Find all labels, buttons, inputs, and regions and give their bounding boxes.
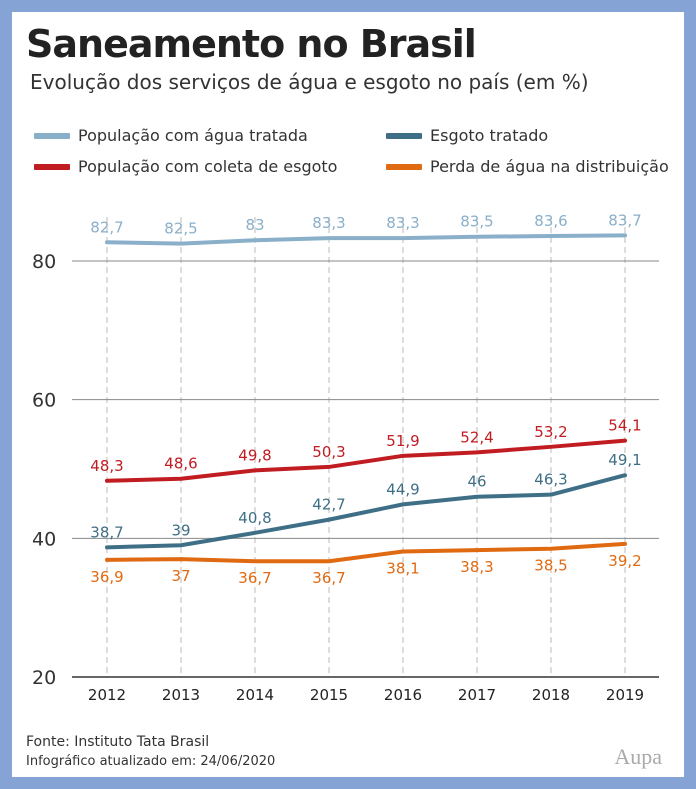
page-title: Saneamento no Brasil [26, 22, 477, 66]
legend-swatch-agua-tratada [34, 132, 70, 139]
data-label: 40,8 [238, 509, 271, 527]
data-label: 83,6 [534, 212, 567, 230]
legend-label-agua-tratada: População com água tratada [78, 126, 308, 145]
legend-swatch-esgoto-tratado [386, 132, 422, 139]
data-label: 39 [171, 521, 190, 539]
y-tick-label: 60 [32, 390, 56, 412]
y-tick-label: 20 [32, 667, 56, 689]
x-tick-label: 2016 [384, 686, 422, 704]
legend-item-agua-tratada: População com água tratada [34, 126, 308, 145]
data-label: 46 [467, 473, 486, 491]
data-label: 83,3 [386, 214, 419, 232]
page-subtitle: Evolução dos serviços de água e esgoto n… [30, 70, 589, 94]
data-label: 83,7 [608, 211, 641, 229]
legend-label-perda-agua: Perda de água na distribuição [430, 157, 669, 176]
series-line [105, 473, 627, 550]
data-label: 83 [245, 216, 264, 234]
data-label: 38,1 [386, 560, 419, 578]
data-label: 48,6 [164, 455, 197, 473]
x-tick-label: 2013 [162, 686, 200, 704]
legend-item-coleta-esgoto: População com coleta de esgoto [34, 157, 337, 176]
y-tick-label: 40 [32, 528, 56, 550]
legend-item-esgoto-tratado: Esgoto tratado [386, 126, 548, 145]
data-label: 51,9 [386, 432, 419, 450]
y-tick-label: 80 [32, 251, 56, 273]
legend-swatch-coleta-esgoto [34, 163, 70, 170]
data-label: 46,3 [534, 471, 567, 489]
x-tick-label: 2015 [310, 686, 348, 704]
infographic-card: Saneamento no Brasil Evolução dos serviç… [12, 12, 684, 777]
legend-item-perda-agua: Perda de água na distribuição [386, 157, 669, 176]
legend-label-esgoto-tratado: Esgoto tratado [430, 126, 549, 145]
data-label: 38,5 [534, 557, 567, 575]
data-label: 39,2 [608, 552, 641, 570]
data-label: 36,7 [312, 569, 345, 587]
data-label: 38,7 [90, 523, 123, 541]
data-label: 54,1 [608, 417, 641, 435]
data-label: 42,7 [312, 496, 345, 514]
line-chart: 20 40 60 80 2012 2013 2014 2015 2016 2017 2018 2019… [32, 211, 659, 704]
series-line [105, 541, 627, 564]
data-label: 36,7 [238, 569, 271, 587]
legend-swatch-perda-agua [386, 163, 422, 170]
data-label: 83,3 [312, 214, 345, 232]
data-label: 38,3 [460, 558, 493, 576]
x-tick-label: 2017 [458, 686, 496, 704]
x-tick-label: 2019 [606, 686, 644, 704]
data-label: 50,3 [312, 443, 345, 461]
aupa-logo: Aupa [614, 744, 662, 769]
data-label: 52,4 [460, 428, 493, 446]
data-label: 53,2 [534, 423, 567, 441]
source-note: Fonte: Instituto Tata Brasil [26, 734, 210, 750]
x-tick-label: 2014 [236, 686, 274, 704]
x-tick-label: 2018 [532, 686, 570, 704]
data-label: 82,5 [164, 220, 197, 238]
data-label: 49,8 [238, 446, 271, 464]
series-line [105, 233, 627, 246]
data-label: 37 [171, 567, 190, 585]
data-label: 48,3 [90, 457, 123, 475]
data-label: 49,1 [608, 451, 641, 469]
data-label: 36,9 [90, 568, 123, 586]
data-label: 44,9 [386, 480, 419, 498]
updated-note: Infográfico atualizado em: 24/06/2020 [26, 754, 276, 769]
data-label: 83,5 [460, 213, 493, 231]
data-label: 82,7 [90, 218, 123, 236]
legend-label-coleta-esgoto: População com coleta de esgoto [78, 157, 338, 176]
x-tick-label: 2012 [88, 686, 126, 704]
series-line [105, 438, 627, 483]
